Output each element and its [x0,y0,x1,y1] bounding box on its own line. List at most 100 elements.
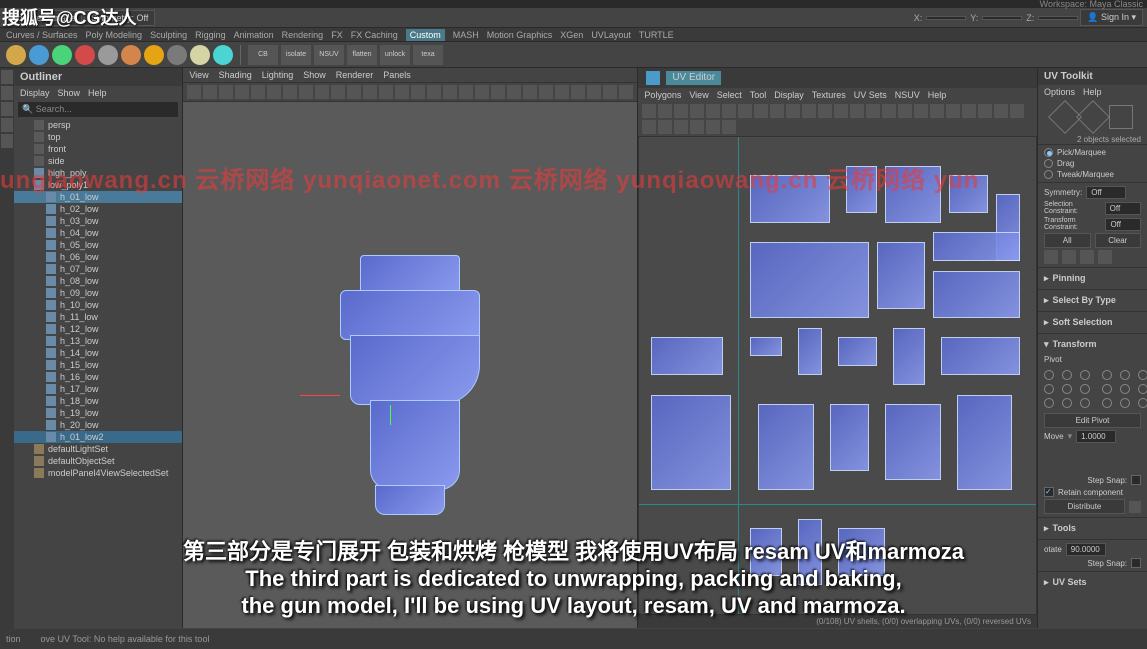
shelf-tab-fx-caching[interactable]: FX Caching [351,30,398,40]
uv-menu-display[interactable]: Display [774,90,804,100]
shelf-tab-uvlayout[interactable]: UVLayout [591,30,631,40]
viewport-menu-lighting[interactable]: Lighting [262,70,294,80]
tools-section[interactable]: ▸ Tools [1044,520,1141,537]
uv-tool-14[interactable] [866,104,880,118]
uv-tool-28[interactable] [706,120,720,134]
shelf-tab-rendering[interactable]: Rendering [282,30,324,40]
uv-tool-5[interactable] [722,104,736,118]
viewport-tool-2[interactable] [219,85,233,99]
uv-menu-textures[interactable]: Textures [812,90,846,100]
shelf-tab-curves-surfaces[interactable]: Curves / Surfaces [6,30,78,40]
uv-shell-20[interactable] [750,528,782,576]
edit-pivot-button[interactable]: Edit Pivot [1044,413,1141,428]
shelf-btn-unlock[interactable]: unlock [380,45,410,65]
viewport-tool-20[interactable] [507,85,521,99]
shelf-tab-animation[interactable]: Animation [234,30,274,40]
outliner-item-h_01_low2[interactable]: h_01_low2 [14,431,182,443]
viewport-tool-8[interactable] [315,85,329,99]
toolkit-help[interactable]: Help [1083,87,1102,97]
shelf-icon-0[interactable] [6,45,26,65]
shelf-icon-5[interactable] [121,45,141,65]
outliner-item-h_17_low[interactable]: h_17_low [14,383,182,395]
uv-tool-15[interactable] [882,104,896,118]
uv-shell-14[interactable] [941,337,1020,375]
outliner-item-defaultLightSet[interactable]: defaultLightSet [14,443,182,455]
outliner-item-h_04_low[interactable]: h_04_low [14,227,182,239]
uv-shell-18[interactable] [885,404,941,480]
outliner-item-h_12_low[interactable]: h_12_low [14,323,182,335]
z-field[interactable] [1038,16,1078,20]
uv-tool-26[interactable] [674,120,688,134]
outliner-item-h_03_low[interactable]: h_03_low [14,215,182,227]
uv-menu-select[interactable]: Select [717,90,742,100]
uv-tool-11[interactable] [818,104,832,118]
outliner-item-h_08_low[interactable]: h_08_low [14,275,182,287]
sel-constraint[interactable]: Off [1105,202,1141,215]
uv-menu-view[interactable]: View [689,90,708,100]
viewport-tool-24[interactable] [571,85,585,99]
uv-shell-5[interactable] [750,242,869,318]
outliner-item-h_18_low[interactable]: h_18_low [14,395,182,407]
outliner-item-persp[interactable]: persp [14,119,182,131]
outliner-search[interactable]: 🔍 Search... [18,102,178,117]
rotate-tool-icon[interactable] [1,118,13,132]
move-tool-icon[interactable] [1,102,13,116]
viewport-menu-show[interactable]: Show [303,70,326,80]
uv-shell-10[interactable] [750,337,782,356]
viewport-tool-25[interactable] [587,85,601,99]
viewport-tool-19[interactable] [491,85,505,99]
uv-tool-0[interactable] [642,104,656,118]
shelf-tab-sculpting[interactable]: Sculpting [150,30,187,40]
shelf-tab-fx[interactable]: FX [331,30,343,40]
uv-shell-7[interactable] [933,232,1020,261]
uv-tool-25[interactable] [658,120,672,134]
shelf-icon-4[interactable] [98,45,118,65]
move-field[interactable]: 1.0000 [1076,430,1116,443]
grow-icon[interactable] [1062,250,1076,264]
uv-shell-13[interactable] [893,328,925,385]
viewport-tool-23[interactable] [555,85,569,99]
uv-menu-uv-sets[interactable]: UV Sets [854,90,887,100]
outliner-item-h_19_low[interactable]: h_19_low [14,407,182,419]
uv-menu-tool[interactable]: Tool [750,90,767,100]
viewport-tool-13[interactable] [395,85,409,99]
viewport-tool-14[interactable] [411,85,425,99]
toolkit-options[interactable]: Options [1044,87,1075,97]
viewport-tool-17[interactable] [459,85,473,99]
shelf-tab-mash[interactable]: MASH [453,30,479,40]
viewport-tool-4[interactable] [251,85,265,99]
uv-shell-9[interactable] [651,337,722,375]
uv-tool-7[interactable] [754,104,768,118]
uv-canvas[interactable] [638,136,1037,615]
transform-section[interactable]: ▾ Transform [1044,336,1141,353]
uv-tool-21[interactable] [978,104,992,118]
viewport-menu-renderer[interactable]: Renderer [336,70,374,80]
shelf-btn-CB[interactable]: CB [248,45,278,65]
shelf-icon-7[interactable] [167,45,187,65]
pivot-grid-2[interactable] [1102,366,1147,412]
select-all-button[interactable]: All [1044,233,1091,248]
uv-shell-12[interactable] [838,337,878,366]
outliner-item-defaultObjectSet[interactable]: defaultObjectSet [14,455,182,467]
viewport-menu-view[interactable]: View [189,70,208,80]
shrink-icon[interactable] [1044,250,1058,264]
viewport-tool-6[interactable] [283,85,297,99]
uv-tool-16[interactable] [898,104,912,118]
viewport-tool-27[interactable] [619,85,633,99]
shelf-icon-3[interactable] [75,45,95,65]
uv-tool-8[interactable] [770,104,784,118]
soft-selection-section[interactable]: ▸ Soft Selection [1044,314,1141,331]
loop-icon[interactable] [1080,250,1094,264]
viewport-tool-15[interactable] [427,85,441,99]
outliner-item-h_16_low[interactable]: h_16_low [14,371,182,383]
clear-button[interactable]: Clear [1095,233,1142,248]
viewport-tool-16[interactable] [443,85,457,99]
x-field[interactable] [926,16,966,20]
shelf-tab-motion-graphics[interactable]: Motion Graphics [487,30,553,40]
scale-tool-icon[interactable] [1,134,13,148]
viewport-tool-11[interactable] [363,85,377,99]
shelf-tab-custom[interactable]: Custom [406,29,445,41]
viewport-tool-22[interactable] [539,85,553,99]
uv-tool-12[interactable] [834,104,848,118]
uv-shell-15[interactable] [651,395,730,490]
